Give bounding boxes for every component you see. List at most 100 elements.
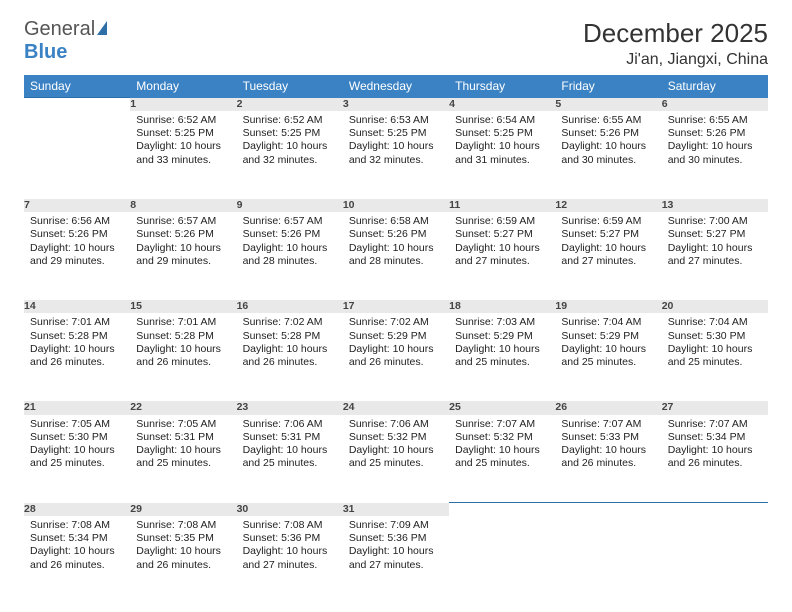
day-cell: Sunrise: 7:08 AMSunset: 5:35 PMDaylight:… bbox=[130, 516, 236, 604]
daylight-text: Daylight: 10 hours bbox=[136, 545, 230, 558]
sunrise-text: Sunrise: 7:05 AM bbox=[30, 418, 124, 431]
sunrise-text: Sunrise: 7:05 AM bbox=[136, 418, 230, 431]
day-content-row: Sunrise: 7:01 AMSunset: 5:28 PMDaylight:… bbox=[24, 313, 768, 401]
day-number-cell: 30 bbox=[237, 503, 343, 517]
daylight-text: and 25 minutes. bbox=[561, 356, 655, 369]
daylight-text: Daylight: 10 hours bbox=[668, 444, 762, 457]
daylight-text: and 25 minutes. bbox=[349, 457, 443, 470]
sunrise-text: Sunrise: 7:06 AM bbox=[349, 418, 443, 431]
sunrise-text: Sunrise: 7:04 AM bbox=[668, 316, 762, 329]
daylight-text: Daylight: 10 hours bbox=[349, 140, 443, 153]
daylight-text: and 28 minutes. bbox=[349, 255, 443, 268]
day-cell: Sunrise: 7:06 AMSunset: 5:31 PMDaylight:… bbox=[237, 415, 343, 503]
sunrise-text: Sunrise: 6:56 AM bbox=[30, 215, 124, 228]
calendar-table: SundayMondayTuesdayWednesdayThursdayFrid… bbox=[24, 75, 768, 604]
daylight-text: and 27 minutes. bbox=[668, 255, 762, 268]
sunrise-text: Sunrise: 6:57 AM bbox=[243, 215, 337, 228]
day-content-row: Sunrise: 7:05 AMSunset: 5:30 PMDaylight:… bbox=[24, 415, 768, 503]
sunset-text: Sunset: 5:36 PM bbox=[243, 532, 337, 545]
sunrise-text: Sunrise: 6:54 AM bbox=[455, 114, 549, 127]
sunset-text: Sunset: 5:32 PM bbox=[349, 431, 443, 444]
weekday-header: Saturday bbox=[662, 75, 768, 98]
daylight-text: and 25 minutes. bbox=[455, 356, 549, 369]
day-number-row: 123456 bbox=[24, 98, 768, 112]
day-number-row: 78910111213 bbox=[24, 199, 768, 212]
daylight-text: Daylight: 10 hours bbox=[668, 242, 762, 255]
daylight-text: Daylight: 10 hours bbox=[561, 444, 655, 457]
day-number-cell: 17 bbox=[343, 300, 449, 313]
title-block: December 2025 Ji'an, Jiangxi, China bbox=[583, 18, 768, 69]
day-number-cell: 14 bbox=[24, 300, 130, 313]
weekday-header: Friday bbox=[555, 75, 661, 98]
daylight-text: and 29 minutes. bbox=[30, 255, 124, 268]
day-cell: Sunrise: 6:56 AMSunset: 5:26 PMDaylight:… bbox=[24, 212, 130, 300]
day-number-cell: 18 bbox=[449, 300, 555, 313]
weekday-header: Wednesday bbox=[343, 75, 449, 98]
day-cell bbox=[449, 516, 555, 604]
sunset-text: Sunset: 5:31 PM bbox=[136, 431, 230, 444]
sunset-text: Sunset: 5:30 PM bbox=[668, 330, 762, 343]
day-cell bbox=[662, 516, 768, 604]
day-cell: Sunrise: 7:08 AMSunset: 5:34 PMDaylight:… bbox=[24, 516, 130, 604]
sunrise-text: Sunrise: 6:58 AM bbox=[349, 215, 443, 228]
sunrise-text: Sunrise: 7:03 AM bbox=[455, 316, 549, 329]
sunset-text: Sunset: 5:34 PM bbox=[668, 431, 762, 444]
daylight-text: and 30 minutes. bbox=[668, 154, 762, 167]
daylight-text: and 27 minutes. bbox=[561, 255, 655, 268]
daylight-text: and 25 minutes. bbox=[668, 356, 762, 369]
sunrise-text: Sunrise: 7:01 AM bbox=[136, 316, 230, 329]
day-number-cell: 1 bbox=[130, 98, 236, 112]
sunset-text: Sunset: 5:29 PM bbox=[349, 330, 443, 343]
day-cell: Sunrise: 7:07 AMSunset: 5:33 PMDaylight:… bbox=[555, 415, 661, 503]
daylight-text: Daylight: 10 hours bbox=[349, 242, 443, 255]
day-number-cell: 8 bbox=[130, 199, 236, 212]
daylight-text: Daylight: 10 hours bbox=[561, 140, 655, 153]
daylight-text: and 32 minutes. bbox=[243, 154, 337, 167]
daylight-text: and 30 minutes. bbox=[561, 154, 655, 167]
daylight-text: Daylight: 10 hours bbox=[30, 343, 124, 356]
day-number-cell: 23 bbox=[237, 401, 343, 414]
day-cell: Sunrise: 7:06 AMSunset: 5:32 PMDaylight:… bbox=[343, 415, 449, 503]
daylight-text: Daylight: 10 hours bbox=[136, 343, 230, 356]
day-number-cell bbox=[555, 503, 661, 517]
sunrise-text: Sunrise: 7:02 AM bbox=[349, 316, 443, 329]
daylight-text: Daylight: 10 hours bbox=[349, 545, 443, 558]
daylight-text: Daylight: 10 hours bbox=[243, 343, 337, 356]
daylight-text: Daylight: 10 hours bbox=[30, 444, 124, 457]
weekday-header: Monday bbox=[130, 75, 236, 98]
sunset-text: Sunset: 5:26 PM bbox=[30, 228, 124, 241]
daylight-text: and 26 minutes. bbox=[136, 559, 230, 572]
day-number-cell: 20 bbox=[662, 300, 768, 313]
day-number-cell: 29 bbox=[130, 503, 236, 517]
logo-triangle-icon bbox=[97, 21, 107, 35]
daylight-text: Daylight: 10 hours bbox=[243, 242, 337, 255]
sunrise-text: Sunrise: 6:52 AM bbox=[136, 114, 230, 127]
sunset-text: Sunset: 5:25 PM bbox=[243, 127, 337, 140]
weekday-header: Sunday bbox=[24, 75, 130, 98]
day-cell: Sunrise: 7:04 AMSunset: 5:29 PMDaylight:… bbox=[555, 313, 661, 401]
day-cell: Sunrise: 7:02 AMSunset: 5:28 PMDaylight:… bbox=[237, 313, 343, 401]
sunset-text: Sunset: 5:26 PM bbox=[561, 127, 655, 140]
day-number-cell: 11 bbox=[449, 199, 555, 212]
day-cell: Sunrise: 7:05 AMSunset: 5:30 PMDaylight:… bbox=[24, 415, 130, 503]
day-number-cell: 4 bbox=[449, 98, 555, 112]
day-cell: Sunrise: 6:58 AMSunset: 5:26 PMDaylight:… bbox=[343, 212, 449, 300]
day-cell: Sunrise: 7:08 AMSunset: 5:36 PMDaylight:… bbox=[237, 516, 343, 604]
location: Ji'an, Jiangxi, China bbox=[583, 51, 768, 69]
day-cell: Sunrise: 6:55 AMSunset: 5:26 PMDaylight:… bbox=[662, 111, 768, 199]
day-cell bbox=[24, 111, 130, 199]
daylight-text: and 25 minutes. bbox=[243, 457, 337, 470]
day-number-row: 14151617181920 bbox=[24, 300, 768, 313]
sunset-text: Sunset: 5:26 PM bbox=[349, 228, 443, 241]
daylight-text: Daylight: 10 hours bbox=[455, 343, 549, 356]
sunset-text: Sunset: 5:34 PM bbox=[30, 532, 124, 545]
daylight-text: Daylight: 10 hours bbox=[561, 242, 655, 255]
sunset-text: Sunset: 5:25 PM bbox=[136, 127, 230, 140]
daylight-text: Daylight: 10 hours bbox=[455, 140, 549, 153]
sunset-text: Sunset: 5:27 PM bbox=[668, 228, 762, 241]
daylight-text: and 26 minutes. bbox=[668, 457, 762, 470]
header: General Blue December 2025 Ji'an, Jiangx… bbox=[24, 18, 768, 69]
sunrise-text: Sunrise: 7:08 AM bbox=[243, 519, 337, 532]
daylight-text: Daylight: 10 hours bbox=[349, 343, 443, 356]
sunrise-text: Sunrise: 7:06 AM bbox=[243, 418, 337, 431]
